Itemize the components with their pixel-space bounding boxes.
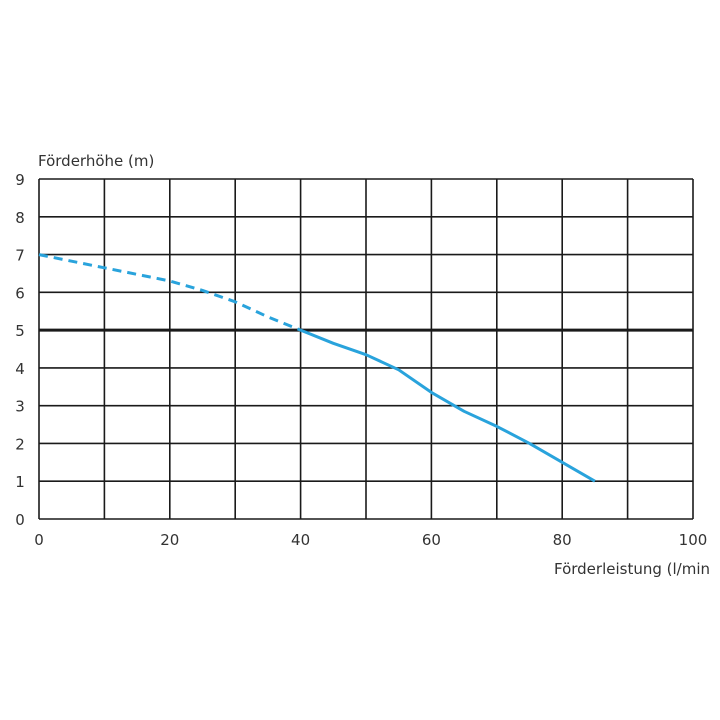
y-tick-label: 1	[15, 473, 25, 491]
x-tick-label: 20	[160, 531, 179, 549]
y-axis-title: Förderhöhe (m)	[38, 152, 154, 170]
y-tick-label: 5	[15, 322, 25, 340]
y-tick-label: 6	[15, 284, 25, 302]
y-tick-label: 4	[15, 360, 25, 378]
y-tick-label: 2	[15, 435, 25, 453]
x-axis-title: Förderleistung (l/min	[554, 560, 710, 578]
x-tick-label: 40	[291, 531, 310, 549]
y-tick-label: 0	[15, 511, 25, 529]
x-tick-label: 60	[422, 531, 441, 549]
series-group	[38, 253, 596, 483]
x-tick-label: 100	[679, 531, 708, 549]
pump-curve-solid-line	[300, 328, 596, 483]
y-tick-label: 7	[15, 247, 25, 265]
y-tick-label: 9	[15, 171, 25, 189]
tick-labels: 0 1 2 3 4 5 6 7 8 9 0 20 40 60 80 100	[15, 171, 707, 549]
x-tick-label: 0	[34, 531, 44, 549]
x-tick-label: 80	[553, 531, 572, 549]
pump-curve-dashed-line	[38, 253, 302, 332]
grid	[38, 178, 694, 520]
y-tick-label: 8	[15, 209, 25, 227]
y-tick-label: 3	[15, 398, 25, 416]
